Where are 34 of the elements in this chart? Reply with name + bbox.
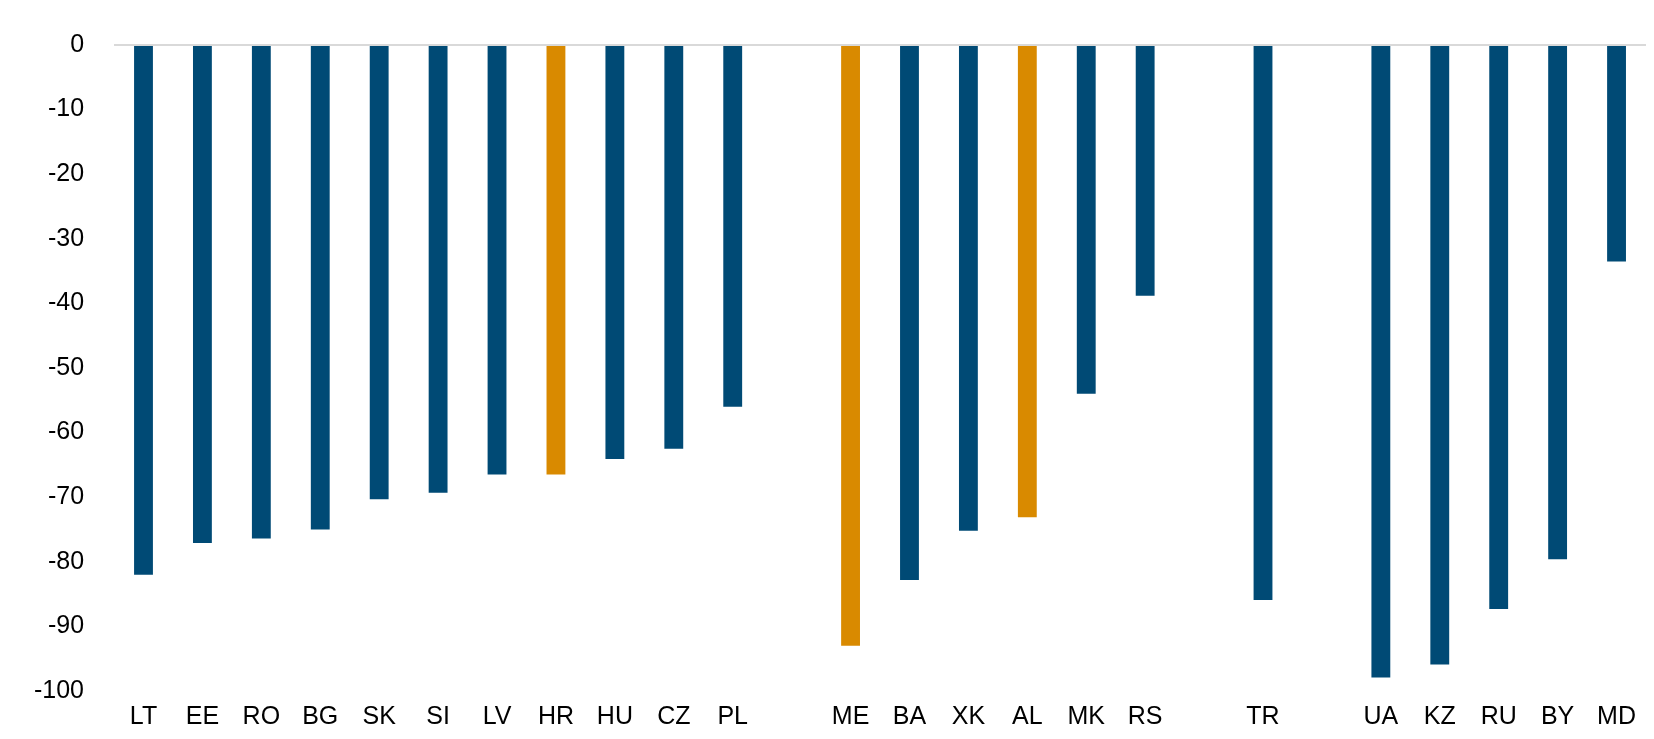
x-tick-label: PL (717, 700, 749, 729)
y-tick-label: -100 (33, 674, 85, 703)
y-tick-label: -90 (47, 610, 85, 639)
x-tick-label: XK (951, 700, 986, 729)
x-tick-label: TR (1246, 700, 1280, 729)
x-tick-label: EE (185, 700, 220, 729)
y-tick-label: 0 (70, 28, 85, 57)
y-tick-label: -70 (47, 481, 85, 510)
y-tick-label: -10 (47, 93, 85, 122)
x-tick-label: LV (482, 700, 512, 729)
y-tick-label: -50 (47, 351, 85, 380)
y-tick-label: -30 (47, 222, 85, 251)
y-tick-label: -80 (47, 545, 85, 574)
x-tick-label: SI (426, 700, 450, 729)
x-tick-label: BA (892, 700, 927, 729)
x-tick-label: MD (1597, 700, 1636, 729)
y-tick-label: -20 (47, 158, 85, 187)
x-tick-label: SK (362, 700, 397, 729)
x-tick-label: KZ (1423, 700, 1456, 729)
y-tick-label: -60 (47, 416, 85, 445)
x-tick-label: RO (242, 700, 281, 729)
x-tick-label: BG (302, 700, 339, 729)
x-tick-label: RS (1127, 700, 1163, 729)
x-tick-label: RU (1480, 700, 1517, 729)
y-tick-label: -40 (47, 287, 85, 316)
x-tick-label: UA (1363, 700, 1399, 729)
x-tick-label: AL (1012, 700, 1043, 729)
x-tick-label: MK (1067, 700, 1106, 729)
x-tick-label: HU (596, 700, 633, 729)
x-tick-label: ME (831, 700, 870, 729)
x-tick-label: HR (537, 700, 574, 729)
x-tick-label: LT (129, 700, 158, 729)
x-tick-label: CZ (657, 700, 691, 729)
x-tick-label: BY (1540, 700, 1575, 729)
